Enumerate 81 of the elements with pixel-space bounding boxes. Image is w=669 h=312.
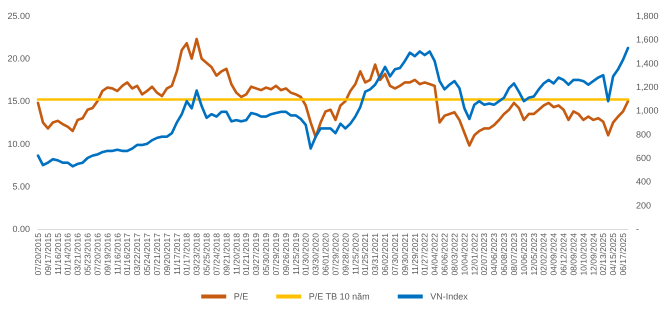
- x-tick-label: 11/25/2019: [290, 232, 301, 275]
- x-tick-label: 09/26/2019: [280, 232, 291, 276]
- x-tick-label: 06/06/2022: [440, 232, 450, 276]
- x-tick-label: 01/25/2021: [360, 232, 370, 276]
- x-tick-label: 10/10/2024: [578, 232, 588, 276]
- x-tick-label: 04/06/2023: [489, 232, 500, 276]
- y-tick-label: 10.00: [7, 138, 30, 149]
- x-tick-label: 06/01/2020: [320, 232, 331, 276]
- x-tick-label: 07/21/2017: [152, 232, 162, 276]
- x-tick-label: 02/13/2025: [598, 232, 608, 276]
- y2-tick-label: 1,000: [636, 106, 659, 116]
- y2-tick-label: 400: [636, 176, 652, 187]
- x-tick-label: 09/21/2018: [221, 232, 232, 276]
- x-tick-label: 04/15/2025: [608, 232, 618, 276]
- x-tick-label: 03/31/2021: [370, 232, 380, 276]
- x-tick-label: 02/07/2023: [479, 232, 490, 276]
- x-tick-label: 01/27/2022: [420, 232, 430, 276]
- line-series: [36, 38, 630, 147]
- x-tick-label: 10/04/2022: [459, 232, 470, 276]
- x-tick-label: 03/27/2019: [251, 232, 262, 276]
- legend-label: VN-Index: [430, 292, 468, 302]
- x-tick-label: 11/16/2016: [112, 232, 122, 275]
- x-tick-label: 11/16/2015: [52, 232, 63, 275]
- x-tick-label: 09/17/2015: [42, 232, 53, 276]
- y2-tick-label: 1,400: [636, 58, 659, 68]
- x-tick-label: 07/29/2020: [330, 232, 340, 276]
- x-tick-label: 09/19/2016: [102, 232, 112, 276]
- x-tick-label: 06/02/2021: [380, 232, 390, 276]
- x-tick-label: 01/30/2020: [300, 232, 311, 276]
- y2-tick-label: 600: [636, 153, 652, 163]
- x-tick-label: 11/20/2018: [231, 232, 242, 275]
- x-tick-label: 07/24/2018: [211, 232, 222, 276]
- x-tick-label: 02/02/2024: [538, 232, 549, 276]
- x-tick-label: 07/30/2021: [390, 232, 400, 276]
- x-tick-label: 01/21/2019: [241, 232, 252, 276]
- x-tick-label: 06/12/2024: [558, 232, 569, 276]
- y-tick-label: 0.00: [12, 224, 30, 234]
- y2-tick-label: 1,800: [636, 11, 659, 21]
- x-tick-label: 03/30/2020: [310, 232, 321, 276]
- y-tick-label: 25.00: [7, 11, 30, 21]
- x-tick-label: 09/20/2017: [162, 232, 172, 276]
- y2-tick-label: 1,600: [636, 34, 659, 45]
- y-tick-label: 5.00: [12, 181, 30, 192]
- x-tick-label: 09/30/2021: [400, 232, 410, 276]
- y2-tick-label: 200: [636, 200, 652, 210]
- x-tick-label: 01/16/2017: [122, 232, 132, 276]
- y2-tick-label: 1,200: [636, 82, 659, 92]
- x-tick-label: 07/20/2015: [33, 232, 43, 276]
- x-tick-label: 11/25/2020: [350, 232, 360, 275]
- x-tick-label: 05/30/2019: [261, 232, 272, 276]
- x-tick-label: 04/04/2022: [430, 232, 440, 276]
- x-tick-label: 11/29/2021: [410, 232, 420, 275]
- line-series: [36, 46, 630, 168]
- x-tick-label: 08/07/2023: [508, 232, 519, 276]
- x-tick-label: 05/23/2016: [82, 232, 93, 276]
- x-tick-label: 01/17/2018: [182, 232, 192, 276]
- x-tick-label: 01/14/2016: [62, 232, 73, 276]
- legend-label: P/E TB 10 năm: [308, 292, 370, 302]
- x-tick-label: 12/05/2023: [528, 232, 539, 276]
- x-tick-label: 10/06/2023: [518, 232, 529, 276]
- x-tick-label: 12/09/2024: [588, 232, 598, 276]
- y2-tick-label: -: [636, 224, 639, 234]
- x-tick-label: 11/17/2017: [172, 232, 182, 275]
- x-tick-label: 07/29/2019: [270, 232, 281, 276]
- x-tick-label: 06/08/2023: [499, 232, 510, 276]
- x-tick-label: 07/20/2016: [92, 232, 102, 276]
- x-tick-label: 05/24/2017: [142, 232, 152, 276]
- x-tick-label: 09/28/2020: [340, 232, 350, 276]
- legend-label: P/E: [234, 292, 248, 302]
- y-tick-label: 15.00: [7, 96, 30, 106]
- x-tick-label: 08/09/2024: [568, 232, 578, 276]
- x-tick-label: 05/25/2018: [202, 232, 212, 276]
- y-tick-label: 20.00: [7, 54, 30, 64]
- y2-tick-label: 800: [636, 129, 652, 140]
- x-tick-label: 06/17/2025: [618, 232, 628, 276]
- x-tick-label: 03/22/2017: [132, 232, 142, 276]
- x-tick-label: 04/09/2024: [548, 232, 559, 276]
- x-tick-label: 03/23/2018: [192, 232, 202, 276]
- x-tick-label: 12/01/2022: [469, 232, 480, 276]
- x-tick-label: 08/03/2022: [449, 232, 460, 276]
- x-tick-label: 03/21/2016: [72, 232, 83, 276]
